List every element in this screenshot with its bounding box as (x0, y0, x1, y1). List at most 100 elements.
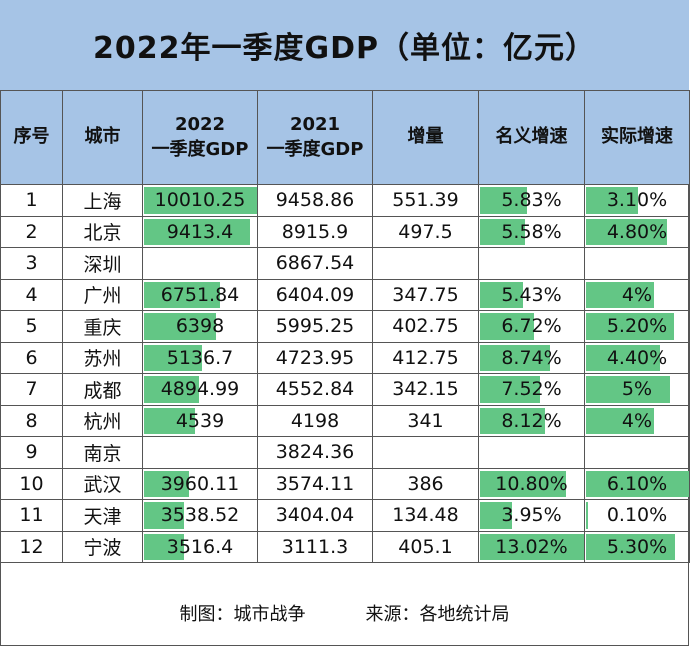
cell-value: 4552.84 (275, 378, 355, 401)
header-gdp-2021: 2021 一季度GDP (257, 90, 373, 185)
cell-nominal (478, 436, 585, 469)
cell-value: 天津 (83, 505, 122, 528)
cell-gdp2021: 9458.86 (257, 184, 373, 217)
cell-value: 4.40% (606, 346, 668, 369)
cell-value: 134.48 (392, 504, 459, 527)
cell-city: 上海 (62, 184, 143, 217)
header-gdp-2022-label: 一季度GDP (151, 138, 249, 160)
cell-gdp2022: 6398 (142, 310, 258, 343)
cell-gdp2022: 10010.25 (142, 184, 258, 217)
data-bar-nominal (480, 218, 525, 245)
cell-value: 9458.86 (275, 189, 355, 212)
cell-rank: 9 (0, 436, 63, 469)
cell-value: 6.72% (501, 315, 562, 338)
cell-city: 重庆 (62, 310, 143, 343)
cell-gdp2021: 8915.9 (257, 215, 373, 248)
cell-gdp2022 (142, 247, 258, 280)
cell-value: 重庆 (83, 316, 122, 339)
cell-real (584, 436, 690, 469)
header-gdp-2022: 2022 一季度GDP (142, 90, 258, 185)
cell-value: 4% (621, 283, 653, 306)
cell-value: 7 (25, 378, 38, 401)
cell-increase: 342.15 (372, 373, 479, 406)
cell-nominal: 5.43% (478, 278, 585, 311)
cell-value: 武汉 (83, 474, 122, 497)
cell-city: 成都 (62, 373, 143, 406)
cell-city: 武汉 (62, 467, 143, 500)
data-bar-nominal (480, 281, 523, 308)
cell-city: 宁波 (62, 530, 143, 563)
cell-value: 8 (25, 409, 38, 432)
cell-nominal: 13.02% (478, 530, 585, 563)
table-row: 9 南京 3824.36 (0, 436, 690, 469)
cell-value: 8.74% (501, 346, 562, 369)
cell-value: 10010.25 (154, 189, 246, 212)
table-title: 2022年一季度GDP（单位：亿元） (0, 0, 689, 91)
cell-increase: 412.75 (372, 341, 479, 374)
table-row: 5 重庆 6398 5995.25 402.75 6.72% 5.20% (0, 310, 690, 343)
cell-value: 成都 (83, 379, 122, 402)
cell-increase: 341 (372, 404, 479, 437)
cell-value: 4.80% (606, 220, 668, 243)
data-bar-real (586, 407, 654, 434)
data-bar-gdp2022 (144, 313, 216, 340)
cell-value: 497.5 (398, 220, 453, 243)
cell-value: 7.52% (501, 378, 562, 401)
cell-value: 9 (25, 441, 38, 464)
cell-value: 6.10% (606, 472, 668, 495)
cell-nominal: 8.74% (478, 341, 585, 374)
cell-increase (372, 247, 479, 280)
cell-value: 5 (25, 315, 38, 338)
cell-value: 5.43% (501, 283, 562, 306)
data-bar-gdp2022 (144, 533, 184, 560)
header-gdp-2021-year: 2021 (289, 114, 341, 136)
cell-rank: 4 (0, 278, 63, 311)
cell-value: 3538.52 (160, 504, 240, 527)
cell-rank: 10 (0, 467, 63, 500)
gdp-table: 序号 城市 2022 一季度GDP 2021 一季度GDP 增量 名义增速 实际增速… (0, 90, 690, 563)
cell-gdp2022: 3516.4 (142, 530, 258, 563)
cell-value: 3574.11 (275, 472, 355, 495)
cell-nominal: 5.58% (478, 215, 585, 248)
cell-gdp2021: 5995.25 (257, 310, 373, 343)
cell-value: 6404.09 (275, 283, 355, 306)
cell-real: 4.40% (584, 341, 690, 374)
header-rank: 序号 (0, 90, 63, 185)
data-bar-real (586, 376, 670, 403)
data-bar-gdp2022 (144, 376, 199, 403)
cell-city: 广州 (62, 278, 143, 311)
cell-real: 5.20% (584, 310, 690, 343)
cell-value: 南京 (83, 442, 122, 465)
cell-gdp2021: 3111.3 (257, 530, 373, 563)
cell-city: 南京 (62, 436, 143, 469)
cell-value: 上海 (83, 190, 122, 213)
data-bar-gdp2022 (144, 407, 195, 434)
data-bar-real (586, 313, 674, 340)
cell-value: 4 (25, 283, 38, 306)
cell-rank: 12 (0, 530, 63, 563)
cell-value: 0.10% (606, 504, 668, 527)
cell-value: 3.10% (606, 189, 668, 212)
cell-value: 深圳 (83, 253, 122, 276)
cell-value: 4723.95 (275, 346, 355, 369)
cell-value: 8915.9 (281, 220, 349, 243)
data-bar-nominal (480, 313, 534, 340)
cell-value: 412.75 (392, 346, 459, 369)
table-row: 3 深圳 6867.54 (0, 247, 690, 280)
cell-increase: 134.48 (372, 499, 479, 532)
cell-real: 4.80% (584, 215, 690, 248)
cell-nominal: 8.12% (478, 404, 585, 437)
table-body: 1 上海 10010.25 9458.86 551.39 5.83% 3.10% 2 北京 941… (0, 184, 690, 563)
cell-value: 4539 (175, 409, 225, 432)
table-row: 2 北京 9413.4 8915.9 497.5 5.58% 4.80% (0, 215, 690, 248)
data-bar-nominal (480, 533, 584, 560)
cell-value: 5995.25 (275, 315, 355, 338)
cell-increase: 551.39 (372, 184, 479, 217)
header-row: 序号 城市 2022 一季度GDP 2021 一季度GDP 增量 名义增速 实际增速 (0, 90, 690, 185)
cell-rank: 11 (0, 499, 63, 532)
cell-city: 天津 (62, 499, 143, 532)
cell-gdp2021: 3404.04 (257, 499, 373, 532)
cell-gdp2022: 5136.7 (142, 341, 258, 374)
cell-value: 苏州 (83, 348, 122, 371)
cell-real (584, 247, 690, 280)
